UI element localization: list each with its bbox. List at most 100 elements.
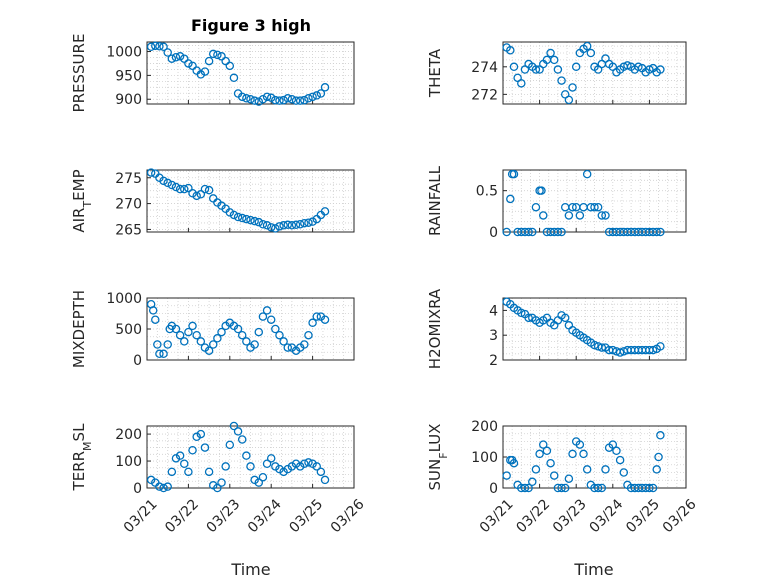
data-point bbox=[316, 89, 326, 98]
data-point bbox=[652, 465, 661, 474]
data-point bbox=[652, 227, 661, 237]
axes-box bbox=[502, 297, 687, 361]
y-tick-label: 265 bbox=[115, 222, 142, 238]
data-point bbox=[258, 94, 268, 104]
data-point bbox=[167, 467, 177, 477]
data-point bbox=[171, 53, 181, 62]
subplot-4: 0.5 0 RAINFALL bbox=[426, 165, 687, 241]
data-point bbox=[221, 462, 230, 471]
data-point bbox=[217, 52, 226, 61]
x-tick-label: 03/26 bbox=[660, 496, 700, 536]
data-point bbox=[159, 176, 168, 186]
data-point bbox=[568, 202, 577, 212]
data-point bbox=[184, 327, 193, 337]
y-axis-label: H2OMIXRA bbox=[426, 288, 444, 369]
x-tick-label: 03/25 bbox=[623, 496, 663, 536]
data-point bbox=[250, 216, 259, 226]
y-axis-label: TERRMSL bbox=[70, 423, 94, 492]
data-point bbox=[542, 446, 552, 456]
y-axis-label: RAINFALL bbox=[426, 165, 444, 236]
y-tick-label: 0 bbox=[133, 353, 142, 369]
y-tick-label: 3 bbox=[489, 328, 498, 344]
data-point bbox=[593, 202, 603, 212]
data-point bbox=[225, 208, 235, 217]
data-point bbox=[175, 52, 185, 61]
y-tick-label: 272 bbox=[471, 87, 498, 103]
data-point bbox=[237, 435, 247, 444]
data-point bbox=[213, 483, 222, 493]
data-point bbox=[221, 56, 230, 66]
data-point bbox=[175, 184, 185, 194]
axes-box bbox=[502, 41, 687, 105]
data-point bbox=[188, 321, 197, 331]
subplot-7: 200 100 003/21 03/22 03/23 03/24 03/25 03/26 TER… bbox=[70, 421, 368, 536]
data-point bbox=[258, 219, 268, 229]
y-tick-label: 0 bbox=[489, 481, 498, 497]
data-point bbox=[196, 190, 206, 199]
data-point bbox=[275, 96, 284, 105]
data-point bbox=[509, 62, 519, 72]
data-point bbox=[242, 214, 251, 224]
data-point bbox=[229, 421, 239, 431]
data-point bbox=[590, 202, 599, 212]
data-point bbox=[557, 76, 566, 85]
data-point bbox=[283, 94, 293, 103]
data-point bbox=[295, 96, 305, 105]
y-tick-label: 200 bbox=[115, 427, 142, 443]
data-point bbox=[528, 477, 537, 487]
data-point bbox=[320, 207, 330, 216]
data-point bbox=[225, 440, 235, 450]
data-point bbox=[300, 459, 309, 468]
x-tick-label: 03/21 bbox=[121, 496, 161, 536]
data-point bbox=[537, 186, 546, 195]
data-point bbox=[246, 462, 255, 471]
data-point bbox=[601, 465, 610, 474]
data-point bbox=[146, 42, 156, 52]
data-point bbox=[258, 312, 268, 321]
data-point bbox=[571, 62, 581, 72]
data-point bbox=[159, 483, 168, 493]
data-point bbox=[597, 343, 607, 352]
data-point bbox=[597, 483, 607, 493]
data-point bbox=[180, 337, 189, 346]
data-point bbox=[648, 483, 658, 493]
data-point bbox=[509, 169, 519, 179]
data-point bbox=[148, 306, 158, 315]
data-point bbox=[648, 345, 658, 355]
data-point bbox=[320, 315, 330, 324]
data-point bbox=[291, 220, 301, 230]
data-point bbox=[171, 182, 181, 192]
data-point bbox=[502, 471, 511, 480]
y-tick-label: 4 bbox=[489, 303, 498, 319]
axes-box bbox=[502, 169, 687, 233]
data-point bbox=[155, 349, 164, 359]
data-point bbox=[275, 222, 284, 231]
subplot-5: 1000 500 0 MIXDEPTH bbox=[70, 290, 355, 369]
data-point bbox=[175, 330, 185, 340]
y-tick-label: 0 bbox=[489, 225, 498, 241]
y-tick-label: 950 bbox=[115, 68, 142, 84]
data-point bbox=[656, 227, 665, 237]
data-point bbox=[560, 483, 570, 493]
data-point bbox=[204, 185, 214, 195]
data-point bbox=[615, 455, 625, 465]
subplot-6: 4 3 2 H2OMIXRA bbox=[426, 288, 687, 369]
data-point bbox=[506, 46, 515, 55]
y-tick-label: 0.5 bbox=[476, 184, 498, 200]
data-point bbox=[586, 48, 596, 58]
data-point bbox=[242, 451, 251, 460]
y-tick-label: 1000 bbox=[106, 291, 142, 307]
data-point bbox=[608, 440, 618, 449]
y-tick-label: 1000 bbox=[106, 45, 142, 61]
x-tick-label: 03/23 bbox=[204, 496, 244, 536]
axes-box bbox=[146, 41, 355, 105]
data-point bbox=[517, 79, 526, 88]
data-point bbox=[184, 467, 193, 477]
data-point bbox=[175, 451, 185, 460]
data-point bbox=[575, 211, 585, 220]
data-point bbox=[320, 475, 330, 485]
data-point bbox=[645, 483, 654, 493]
data-point bbox=[266, 93, 276, 103]
